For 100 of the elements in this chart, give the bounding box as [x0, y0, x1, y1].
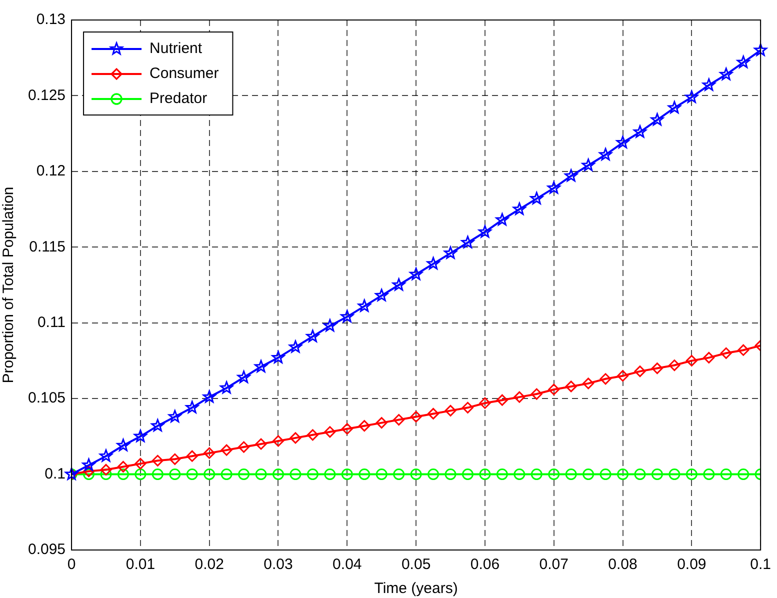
point — [720, 347, 732, 359]
point — [547, 181, 560, 194]
y-axis-title: Proportion of Total Population — [0, 186, 18, 384]
point — [358, 420, 370, 432]
x-axis-title: Time (years) — [374, 580, 458, 598]
point — [290, 432, 302, 444]
point — [272, 435, 284, 447]
legend-label: Predator — [150, 90, 208, 108]
point — [702, 78, 716, 91]
y-tick-label: 0.1 — [44, 465, 66, 482]
x-tick-label: 0.01 — [126, 556, 156, 574]
point — [703, 468, 715, 480]
point — [582, 468, 594, 480]
point — [548, 384, 560, 396]
x-tick-label: 0.07 — [539, 556, 568, 574]
y-tick-label: 0.13 — [36, 11, 66, 28]
y-tick-label: 0.095 — [28, 541, 66, 558]
point — [410, 268, 423, 280]
point — [720, 468, 732, 480]
point — [617, 370, 629, 382]
point — [428, 468, 440, 480]
point — [358, 468, 370, 480]
point — [582, 158, 595, 171]
point — [720, 68, 733, 80]
point — [444, 468, 456, 480]
point — [341, 423, 353, 435]
y-tick-label: 0.115 — [29, 238, 66, 256]
point — [651, 468, 663, 480]
point — [686, 354, 698, 366]
point — [375, 288, 388, 302]
point — [496, 468, 508, 480]
point — [530, 192, 544, 204]
y-tick-label: 0.11 — [37, 314, 66, 331]
point — [686, 468, 698, 480]
x-tick-label: 0.02 — [194, 556, 224, 574]
point — [117, 468, 129, 480]
point — [100, 449, 112, 462]
point — [616, 136, 630, 148]
point — [512, 202, 526, 215]
point — [168, 410, 182, 422]
point — [255, 468, 267, 480]
y-tick-label: 0.12 — [36, 162, 66, 180]
point — [82, 458, 96, 471]
point — [117, 460, 129, 472]
point — [514, 468, 526, 480]
point — [83, 466, 95, 478]
point — [565, 468, 577, 480]
point — [152, 454, 164, 466]
point — [478, 225, 492, 238]
point — [685, 90, 698, 103]
point — [306, 330, 320, 342]
x-tick-label: 0.1 — [750, 556, 772, 574]
point — [392, 278, 406, 291]
point — [134, 430, 147, 442]
point — [530, 388, 542, 400]
point — [152, 468, 164, 480]
point — [134, 458, 146, 470]
point — [100, 464, 112, 476]
point — [393, 468, 405, 480]
point — [738, 468, 750, 480]
point — [617, 468, 629, 480]
point — [564, 169, 578, 182]
point — [341, 468, 353, 480]
point — [754, 44, 768, 56]
point — [340, 310, 354, 322]
point — [634, 366, 646, 378]
point — [651, 362, 663, 374]
point — [462, 468, 474, 480]
point — [462, 402, 474, 414]
point — [668, 468, 680, 480]
point — [548, 468, 560, 480]
point — [202, 390, 216, 403]
point — [238, 468, 250, 480]
point — [393, 414, 405, 426]
point — [444, 246, 457, 259]
point — [426, 257, 440, 270]
point — [444, 404, 456, 416]
point — [65, 468, 78, 480]
point — [272, 468, 284, 480]
point — [306, 468, 318, 480]
point — [703, 352, 715, 364]
point — [220, 444, 232, 456]
point — [410, 468, 422, 480]
point — [376, 468, 388, 480]
point — [255, 438, 267, 450]
point — [479, 468, 491, 480]
point — [736, 56, 750, 68]
x-tick-label: 0.08 — [608, 556, 638, 574]
x-tick-label: 0.04 — [332, 556, 362, 574]
point — [600, 468, 612, 480]
point — [738, 344, 750, 356]
point — [479, 397, 491, 409]
x-tick-label: 0.03 — [264, 556, 293, 574]
point — [116, 438, 130, 452]
point — [582, 378, 594, 390]
point — [220, 381, 234, 394]
legend-label: Nutrient — [150, 40, 203, 58]
y-tick-label: 0.125 — [28, 86, 66, 104]
point — [169, 468, 181, 480]
point — [324, 426, 336, 438]
